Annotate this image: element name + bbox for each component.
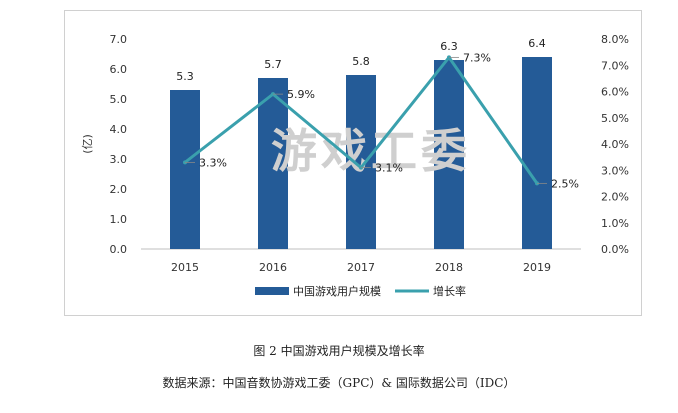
- y-tick-label: 4.0: [110, 123, 128, 136]
- x-tick-label: 2016: [259, 261, 287, 274]
- legend-label-bar: 中国游戏用户规模: [293, 284, 381, 298]
- bar-data-label: 6.4: [528, 37, 546, 50]
- y-tick-label: 0.0: [110, 243, 128, 256]
- y-tick-label: 1.0: [110, 213, 128, 226]
- growth-data-label: 3.3%: [199, 156, 227, 169]
- y-tick-label: 3.0: [110, 153, 128, 166]
- x-tick-label: 2019: [523, 261, 551, 274]
- y2-tick-label: 6.0%: [601, 86, 629, 99]
- y-tick-label: 2.0: [110, 183, 128, 196]
- bar: [346, 75, 376, 249]
- bar: [258, 78, 288, 249]
- bar-data-label: 5.7: [264, 58, 282, 71]
- axes-group: 0.0 1.0 2.0 3.0 4.0 5.0 6.0 7.0 0.0% 1.0% 2.0% 3.0%…: [81, 33, 629, 274]
- y2-tick-label: 2.0%: [601, 191, 629, 204]
- y2-tick-label: 3.0%: [601, 164, 629, 177]
- legend-swatch-bar: [255, 287, 289, 295]
- y-tick-label: 7.0: [110, 33, 128, 46]
- growth-data-label: 7.3%: [463, 51, 491, 64]
- y2-tick-label: 5.0%: [601, 112, 629, 125]
- y-tick-label: 6.0: [110, 63, 128, 76]
- chart-frame: 0.0 1.0 2.0 3.0 4.0 5.0 6.0 7.0 0.0% 1.0% 2.0% 3.0%…: [64, 10, 642, 316]
- y2-tick-label: 8.0%: [601, 33, 629, 46]
- watermark-group: 游戏工委: [271, 124, 471, 178]
- y2-tick-label: 4.0%: [601, 138, 629, 151]
- x-tick-label: 2018: [435, 261, 463, 274]
- watermark-text: 游戏工委: [271, 124, 471, 178]
- line-group: [183, 55, 547, 186]
- bar-data-label: 5.8: [352, 55, 370, 68]
- y2-tick-label: 0.0%: [601, 243, 629, 256]
- growth-data-label: 5.9%: [287, 88, 315, 101]
- x-tick-label: 2017: [347, 261, 375, 274]
- chart-svg: 0.0 1.0 2.0 3.0 4.0 5.0 6.0 7.0 0.0% 1.0% 2.0% 3.0%…: [81, 33, 629, 298]
- bar-data-label: 5.3: [176, 70, 194, 83]
- legend-label-line: 增长率: [433, 284, 466, 298]
- bars-group: [170, 57, 552, 249]
- y2-tick-label: 7.0%: [601, 59, 629, 72]
- growth-data-label: 2.5%: [551, 177, 579, 190]
- bar-data-label: 6.3: [440, 40, 458, 53]
- figure-caption: 图 2 中国游戏用户规模及增长率: [253, 344, 425, 358]
- y-tick-label: 5.0: [110, 93, 128, 106]
- bar: [170, 90, 200, 249]
- bar: [434, 60, 464, 249]
- bar: [522, 57, 552, 249]
- data-source: 数据来源：中国音数协游戏工委（GPC）& 国际数据公司（IDC）: [162, 376, 516, 390]
- x-tick-label: 2015: [171, 261, 199, 274]
- y2-tick-label: 1.0%: [601, 217, 629, 230]
- legend-group: 中国游戏用户规模 增长率: [255, 284, 466, 298]
- y-axis-label: (亿): [81, 134, 94, 154]
- labels-group: 5.3 5.7 5.8 6.3 6.4 3.3% 5.9% 3.1% 7.3% 2.5%: [176, 37, 579, 190]
- growth-data-label: 3.1%: [375, 162, 403, 175]
